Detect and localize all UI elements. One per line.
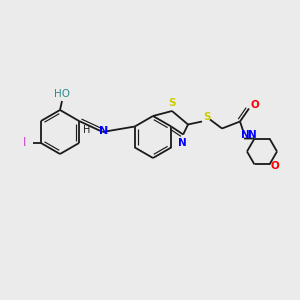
Text: O: O (250, 100, 260, 110)
Text: N: N (178, 137, 187, 148)
Text: H: H (83, 125, 91, 135)
Text: N: N (248, 130, 257, 140)
Text: S: S (168, 98, 176, 108)
Text: O: O (270, 161, 279, 172)
Text: HO: HO (54, 89, 70, 99)
Text: N: N (99, 126, 108, 136)
Text: N: N (241, 130, 249, 140)
Text: S: S (203, 112, 211, 122)
Text: I: I (23, 136, 27, 149)
